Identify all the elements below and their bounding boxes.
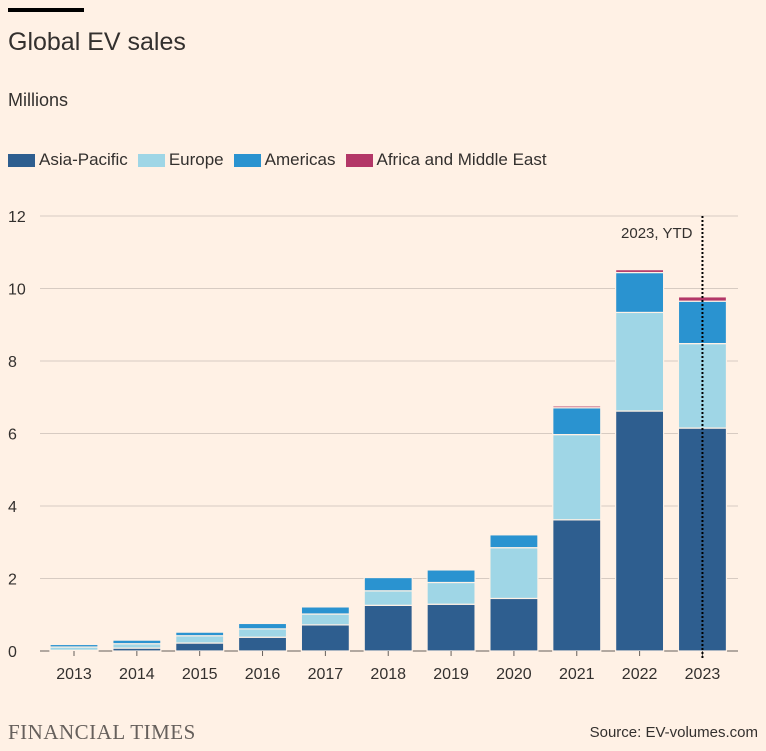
legend-swatch-asia-pacific (8, 153, 35, 167)
y-tick-label: 2 (8, 572, 17, 589)
x-tick-label: 2018 (370, 666, 406, 683)
legend-swatch-africa-middle-east (345, 153, 373, 167)
legend-item-europe: Europe (137, 150, 224, 170)
bar-segment (49, 643, 99, 648)
bar-segment (112, 643, 162, 649)
bar-segment (363, 576, 413, 579)
top-rule (8, 8, 84, 12)
x-tick-label: 2015 (182, 666, 218, 683)
bar-segment (552, 519, 602, 652)
x-tick-label: 2014 (119, 666, 155, 683)
bar-segment (552, 433, 602, 521)
bar-segment (552, 405, 602, 409)
bar-segment (615, 271, 665, 314)
bar-segment (300, 624, 350, 652)
bar-segment (363, 576, 413, 592)
legend-label-europe: Europe (168, 150, 224, 169)
bar-segment (426, 603, 476, 652)
bar-segment (489, 547, 539, 600)
ytd-annotation: 2023, YTD (621, 225, 693, 242)
bar-segment (489, 533, 539, 536)
bar-segment (615, 410, 665, 652)
bar-segment (237, 636, 288, 652)
y-tick-label: 12 (8, 209, 26, 226)
chart-subtitle: Millions (8, 90, 69, 110)
legend-label-asia-pacific: Asia-Pacific (39, 150, 128, 169)
x-tick-label: 2021 (559, 666, 595, 683)
x-tick-label: 2020 (496, 666, 532, 683)
bar-segment (363, 590, 413, 606)
y-tick-label: 4 (8, 499, 17, 516)
legend-item-asia-pacific: Asia-Pacific (8, 150, 128, 170)
y-tick-label: 0 (8, 644, 17, 661)
bar-segment (175, 642, 225, 652)
bar-segment (300, 605, 350, 608)
y-tick-label: 10 (8, 282, 26, 299)
bar-segment (300, 613, 350, 626)
chart-title: Global EV sales (8, 28, 186, 56)
x-tick-label: 2023 (685, 666, 721, 683)
legend-item-africa-middle-east: Africa and Middle East (345, 150, 547, 170)
bar-segment (426, 569, 476, 584)
x-tick-label: 2013 (56, 666, 92, 683)
legend-swatch-americas (233, 153, 261, 167)
bar-segment (363, 604, 413, 652)
bar-segment (300, 606, 350, 615)
x-tick-label: 2016 (245, 666, 281, 683)
brand-logo: FINANCIAL TIMES (8, 720, 196, 744)
bar-segment (237, 628, 288, 638)
bar-segment (552, 407, 602, 436)
bar-segment (237, 622, 288, 630)
y-tick-label: 8 (8, 354, 17, 371)
y-tick-label: 6 (8, 427, 17, 444)
legend-item-americas: Americas (233, 150, 336, 170)
legend-label-africa-middle-east: Africa and Middle East (376, 150, 547, 169)
bar-segment (489, 534, 539, 549)
legend-swatch-europe (137, 153, 165, 167)
bar-segment (426, 568, 476, 571)
legend: Asia-Pacific Europe Americas Africa and … (8, 150, 557, 170)
x-tick-label: 2019 (433, 666, 469, 683)
x-tick-label: 2017 (308, 666, 344, 683)
bar-segment (615, 311, 665, 412)
bar-segment (426, 581, 476, 605)
x-tick-label: 2022 (622, 666, 658, 683)
bar-segment (489, 597, 539, 652)
bar-segment (615, 269, 665, 274)
legend-label-americas: Americas (264, 150, 336, 169)
bar-segment (112, 639, 162, 645)
bar-segment (175, 635, 225, 644)
bar-segment (175, 631, 225, 637)
source-note: Source: EV-volumes.com (589, 724, 758, 741)
